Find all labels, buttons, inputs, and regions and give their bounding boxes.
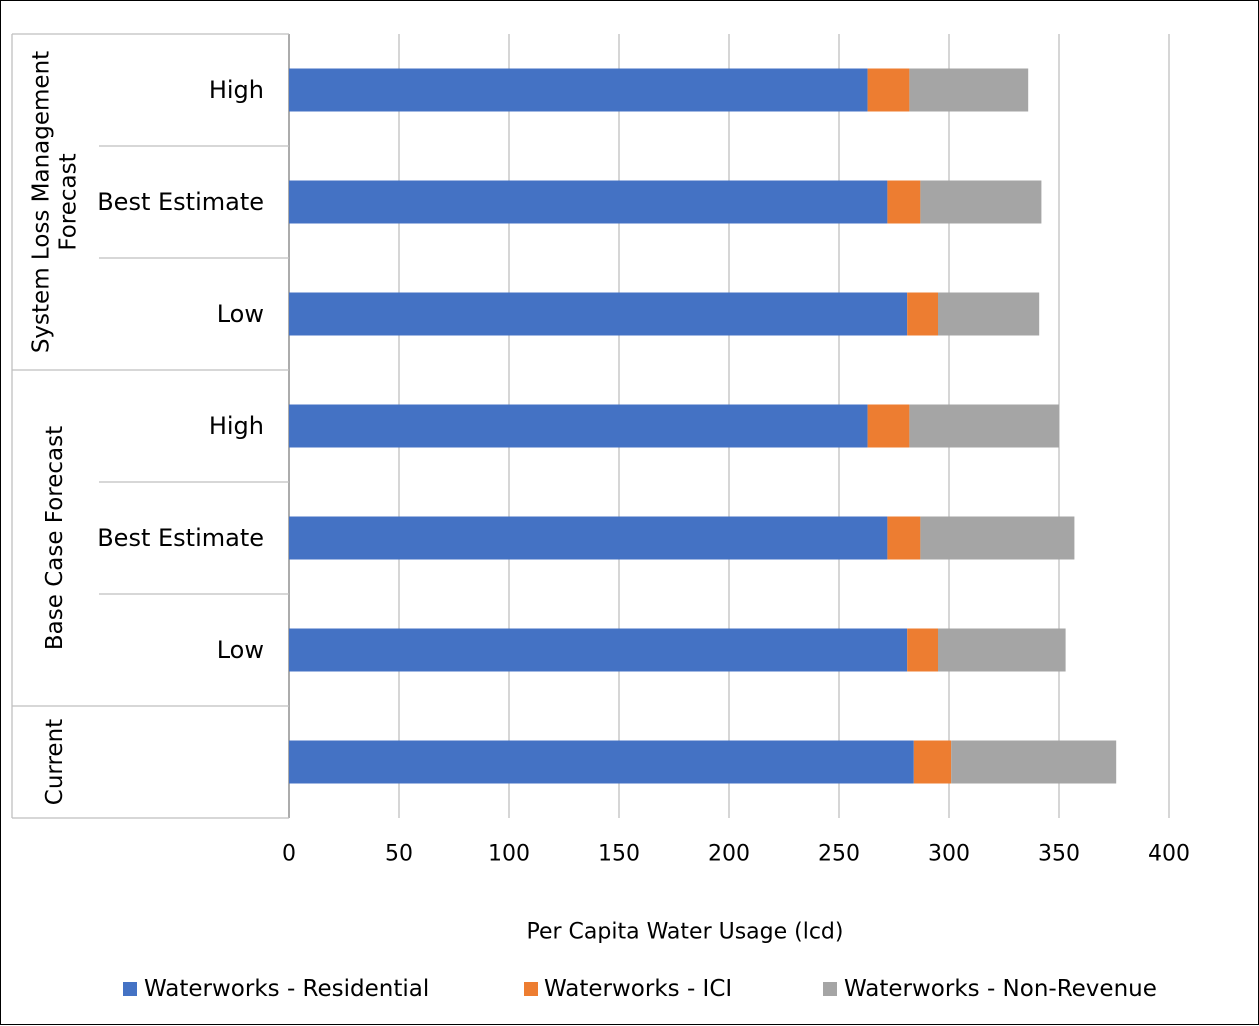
bar-segment [920, 180, 1042, 224]
legend-label: Waterworks - Residential [144, 976, 429, 1002]
bar-segment [289, 180, 888, 224]
bar-segment [913, 740, 952, 784]
category-label: Best Estimate [97, 524, 264, 552]
group-label: Base Case Forecast [42, 426, 68, 650]
x-axis-title: Per Capita Water Usage (lcd) [527, 920, 844, 945]
bar-segment [938, 292, 1040, 336]
category-label: Low [217, 636, 264, 664]
legend-label: Waterworks - ICI [544, 976, 732, 1002]
bar-segment [909, 68, 1029, 112]
bar-segment [867, 68, 910, 112]
x-tick-label: 50 [385, 842, 413, 867]
category-label: Best Estimate [97, 188, 264, 216]
group-label: System Loss Management [29, 51, 55, 353]
legend-swatch [524, 982, 538, 996]
legend-swatch [123, 982, 137, 996]
bar-segment [951, 740, 1117, 784]
bar-segment [907, 628, 938, 672]
x-tick-label: 150 [598, 842, 640, 867]
bar-segment [887, 180, 921, 224]
bar-segment [909, 404, 1059, 448]
bar-segment [920, 516, 1075, 560]
bar-segment [938, 628, 1066, 672]
x-tick-label: 0 [282, 842, 296, 867]
bar-segment [289, 404, 868, 448]
category-label: Low [217, 300, 264, 328]
legend-swatch [823, 982, 837, 996]
bar-segment [887, 516, 921, 560]
category-label: High [209, 412, 264, 440]
group-label: Current [42, 719, 68, 805]
x-tick-label: 250 [818, 842, 860, 867]
bar-segment [289, 628, 908, 672]
bar-segment [289, 516, 888, 560]
x-tick-label: 300 [928, 842, 970, 867]
x-tick-label: 400 [1148, 842, 1190, 867]
category-label: High [209, 76, 264, 104]
bar-segment [289, 292, 908, 336]
legend-label: Waterworks - Non-Revenue [844, 976, 1157, 1002]
bar-segment [289, 740, 914, 784]
bar-segment [289, 68, 868, 112]
x-tick-label: 100 [488, 842, 530, 867]
group-label: Forecast [56, 153, 82, 250]
x-tick-label: 350 [1038, 842, 1080, 867]
x-tick-label: 200 [708, 842, 750, 867]
bar-segment [867, 404, 910, 448]
bar-segment [907, 292, 938, 336]
